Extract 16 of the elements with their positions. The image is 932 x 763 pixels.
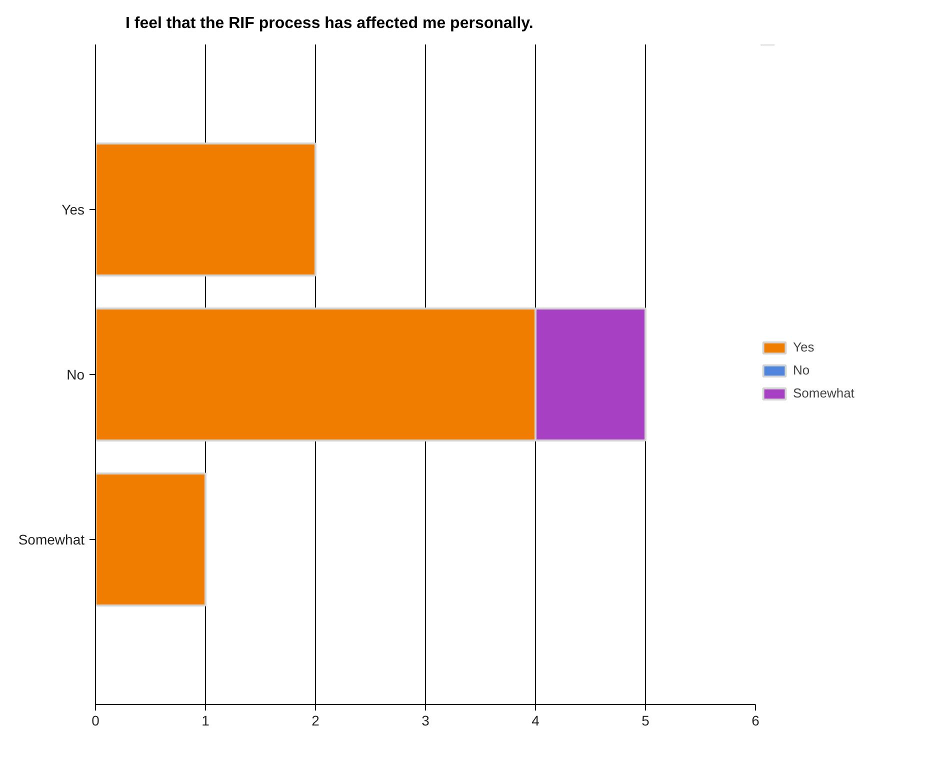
legend-label: Yes — [793, 340, 814, 354]
y-tick-label: Somewhat — [18, 532, 85, 548]
x-tick-label: 0 — [92, 712, 100, 728]
x-tick-label: 5 — [642, 712, 650, 728]
legend-label: No — [793, 362, 811, 378]
x-tick-label: 4 — [532, 712, 540, 728]
bar — [96, 142, 316, 276]
y-tick-label: Yes — [62, 202, 85, 218]
chart-title: I feel that the RIF process has affected me personally. — [126, 15, 534, 32]
y-tick-label: No — [66, 366, 85, 382]
legend-label: Somewhat — [793, 386, 854, 400]
x-tick-label: 1 — [202, 712, 210, 728]
bar — [96, 472, 206, 606]
x-tick-label: 3 — [422, 712, 430, 728]
x-tick-label: 2 — [312, 712, 320, 728]
x-tick-label: 6 — [752, 712, 760, 728]
